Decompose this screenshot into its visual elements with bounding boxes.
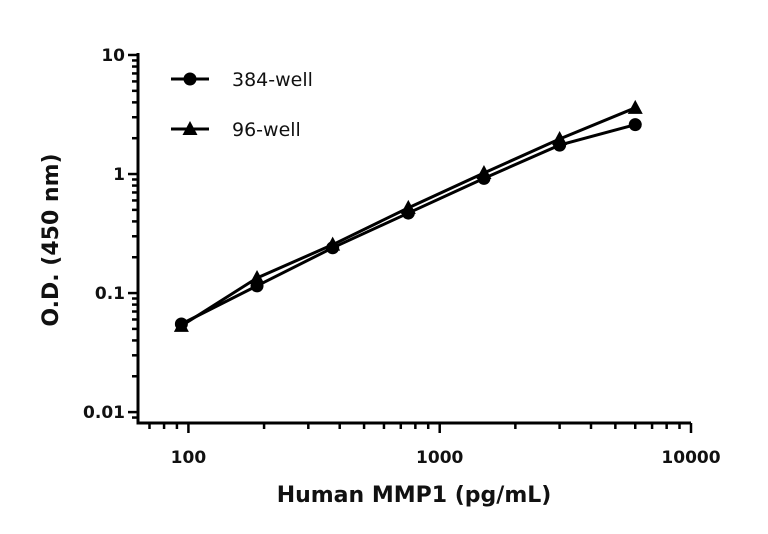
series-384-well: [174, 118, 642, 331]
y-tick-label: 10: [101, 46, 125, 66]
legend-item: 384-well: [171, 69, 313, 91]
series-96-well: [173, 99, 643, 332]
legend-label: 96-well: [232, 119, 301, 141]
y-tick-label: 0.01: [83, 403, 125, 423]
data-point: [173, 317, 189, 332]
circle-marker-icon: [183, 72, 197, 86]
legend-item: 96-well: [171, 119, 301, 141]
x-tick-label: 100: [171, 448, 207, 468]
x-tick-label: 10000: [661, 448, 720, 468]
y-tick-label: 0.1: [95, 284, 125, 304]
legend-label: 384-well: [232, 69, 313, 91]
legend: 384-well 96-well: [171, 69, 313, 141]
data-point: [552, 130, 568, 145]
data-point: [400, 199, 416, 214]
series-layer: [173, 99, 643, 332]
x-axis-title: Human MMP1 (pg/mL): [277, 483, 552, 508]
axes: 0.01 0.1 1 10 100 1000 10000: [83, 46, 721, 468]
y-tick-label: 1: [113, 165, 125, 185]
data-point: [627, 99, 643, 114]
x-tick-label: 1000: [416, 448, 463, 468]
data-point: [325, 236, 341, 251]
y-axis-title: O.D. (450 nm): [39, 153, 64, 326]
data-point: [628, 118, 642, 132]
triangle-marker-icon: [182, 121, 198, 135]
data-point: [249, 269, 265, 284]
data-point: [476, 165, 492, 180]
series-line: [180, 123, 636, 326]
